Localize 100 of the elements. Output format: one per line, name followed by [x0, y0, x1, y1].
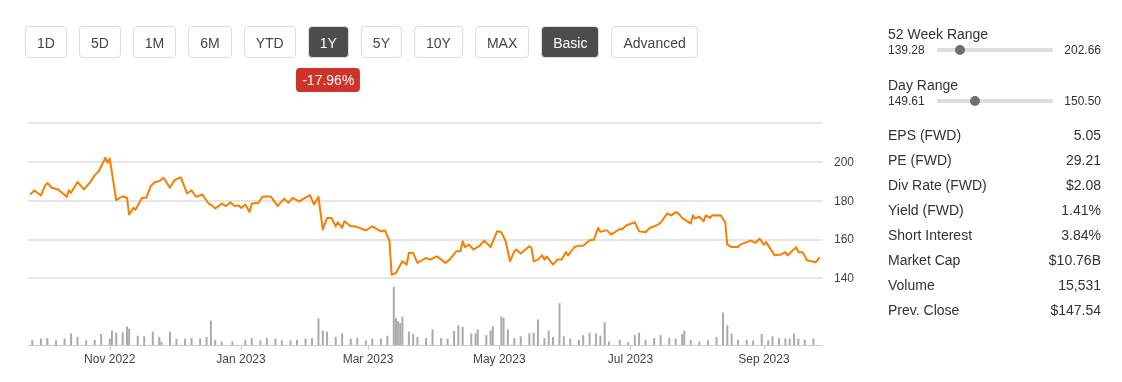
bar	[311, 338, 314, 345]
text: $2.08	[1065, 177, 1101, 193]
text: 15,531	[1058, 277, 1101, 293]
text: 3.84%	[1061, 227, 1101, 243]
bar	[209, 320, 212, 345]
bar	[379, 338, 382, 345]
bar	[250, 338, 253, 345]
bar	[39, 338, 42, 345]
bar	[158, 336, 161, 345]
bar	[788, 338, 791, 345]
text: 1Y	[307, 26, 349, 58]
bar	[110, 330, 113, 345]
bar	[125, 326, 128, 345]
bar	[175, 338, 178, 345]
bar	[752, 340, 755, 345]
bar	[715, 336, 718, 345]
text: 5D	[78, 26, 121, 58]
bar	[582, 335, 585, 345]
bar	[128, 328, 131, 345]
bar	[797, 338, 800, 345]
bar	[341, 333, 344, 345]
bar	[528, 333, 531, 345]
text: $10.76B	[1048, 252, 1101, 268]
bar	[440, 338, 443, 345]
bar	[644, 339, 647, 345]
bar	[569, 338, 572, 345]
bar	[683, 330, 686, 345]
bar	[199, 338, 202, 345]
bar	[547, 330, 550, 345]
bar	[668, 338, 671, 345]
bar	[603, 322, 606, 345]
bar	[121, 332, 124, 345]
bar	[265, 338, 268, 345]
bar	[595, 333, 598, 345]
line-series	[29, 156, 821, 276]
bar	[476, 329, 479, 345]
bar	[76, 336, 79, 345]
text: MAX	[474, 26, 530, 58]
bar	[767, 340, 770, 345]
text: 1.41%	[1061, 202, 1101, 218]
bar	[356, 338, 359, 345]
bar	[674, 338, 677, 345]
x-tick-label: May 2023	[472, 352, 526, 366]
text: -17.96%	[296, 68, 361, 92]
bar	[184, 338, 187, 345]
bar	[681, 333, 684, 345]
bar	[562, 336, 565, 345]
text: Basic	[541, 26, 600, 58]
text: 10Y	[413, 26, 463, 58]
text: Yield (FWD)	[888, 202, 964, 218]
bar	[151, 331, 154, 345]
bar	[46, 338, 49, 345]
text: YTD	[243, 26, 296, 58]
bar	[599, 335, 602, 345]
bar	[425, 338, 428, 345]
text: $147.54	[1050, 302, 1101, 318]
bar	[143, 336, 146, 345]
bar	[54, 340, 57, 345]
bar	[453, 331, 456, 345]
bar	[457, 325, 460, 345]
y-tick-label: 180	[834, 193, 855, 208]
bar	[274, 338, 277, 345]
bar	[205, 336, 208, 345]
bar	[706, 340, 709, 345]
text: 139.28	[888, 43, 925, 57]
text: 1D	[25, 26, 67, 58]
text: Div Rate (FWD)	[888, 177, 987, 193]
bar	[401, 316, 404, 345]
x-tick-label: Mar 2023	[342, 352, 394, 366]
y-tick-label: 140	[834, 271, 855, 285]
bar	[659, 335, 662, 345]
text: 1M	[132, 26, 177, 58]
bar	[85, 340, 88, 345]
bar	[638, 332, 641, 345]
bar	[461, 327, 464, 345]
x-tick-label: Jan 2023	[216, 352, 267, 366]
bar	[803, 339, 806, 345]
bar	[446, 338, 449, 345]
bar	[543, 338, 546, 345]
bar	[618, 339, 621, 345]
bar	[326, 331, 329, 345]
bar	[190, 338, 193, 345]
x-tick-label: Sep 2023	[738, 352, 790, 366]
y-tick-label: 160	[834, 232, 855, 247]
text: Market Cap	[888, 252, 961, 268]
bar	[760, 333, 763, 345]
bar	[489, 330, 492, 345]
bar	[349, 338, 352, 345]
bar	[812, 338, 815, 345]
x-tick-label: Jul 2023	[607, 352, 654, 366]
bar	[536, 319, 539, 345]
bar	[777, 338, 780, 345]
bar	[784, 338, 787, 345]
bar	[730, 333, 733, 345]
bar	[63, 338, 66, 345]
bar	[513, 338, 516, 345]
bar	[244, 339, 247, 345]
bar	[259, 340, 262, 345]
text: 149.61	[888, 94, 925, 108]
bar	[485, 335, 488, 345]
